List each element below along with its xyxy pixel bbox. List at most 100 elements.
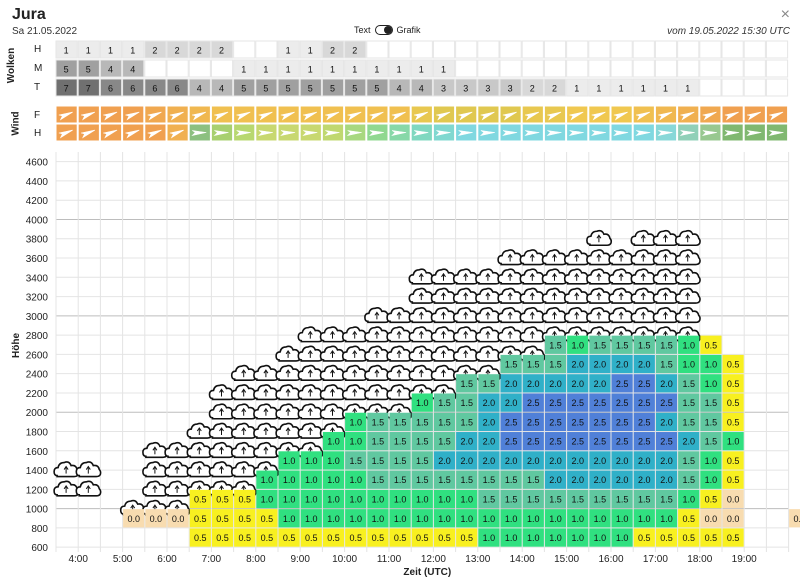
cloud-icon: [297, 422, 324, 439]
thermal-value: 1.0: [394, 514, 407, 524]
thermal-cell: [589, 470, 611, 489]
cloud-cell: [299, 59, 322, 78]
thermal-value: 1.5: [571, 494, 584, 504]
thermal-cell: [722, 432, 744, 451]
cloud-icon: [319, 326, 346, 343]
thermal-cell: [522, 489, 544, 509]
thermal-value: 1.0: [283, 475, 296, 485]
cloud-value: 1: [397, 65, 402, 75]
cloud-icon: [253, 364, 280, 381]
cloud-cell: [122, 59, 145, 78]
thermal-cell: [589, 528, 611, 547]
thermal-value: 1.0: [705, 475, 718, 485]
thermal-value: 2.0: [483, 417, 496, 427]
wind-arrow-icon: [569, 111, 584, 121]
wind-arrow-icon: [480, 111, 495, 121]
close-icon[interactable]: ×: [780, 6, 790, 23]
thermal-cell: [500, 470, 522, 489]
wind-arrow-icon: [213, 130, 229, 137]
cloud-icon: [186, 422, 213, 439]
x-tick-label: 16:00: [598, 554, 623, 565]
thermal-value: 2.5: [660, 398, 673, 408]
y-tick-label: 1400: [26, 466, 49, 477]
cloud-cell: [55, 78, 78, 97]
thermal-value: 2.5: [571, 437, 584, 447]
thermal-value: 1.5: [416, 417, 429, 427]
thermal-value: 1.5: [349, 456, 362, 466]
x-tick-label: 5:00: [113, 554, 133, 565]
cloud-icon: [408, 364, 435, 381]
thermal-cell: [700, 509, 722, 528]
thermal-cell: [722, 451, 744, 470]
cloud-value: 1: [286, 65, 291, 75]
cloud-cell: [566, 78, 589, 97]
thermal-cell: [278, 509, 300, 528]
thermal-cell: [611, 412, 633, 432]
cloud-cell: [255, 59, 278, 78]
thermal-cell: [256, 470, 278, 489]
thermal-cell: [189, 489, 211, 509]
wind-arrow-icon: [635, 111, 651, 121]
thermal-cell: [522, 451, 544, 470]
cloud-value: 1: [641, 84, 646, 94]
thermal-cell: [522, 393, 544, 412]
wind-arrow-icon: [568, 130, 584, 137]
cloud-cell: [321, 78, 345, 97]
wind-arrow-icon: [257, 130, 273, 137]
thermal-value: 1.0: [549, 533, 562, 543]
wind-arrow-icon: [479, 130, 495, 137]
y-tick-label: 1000: [26, 505, 49, 516]
thermal-cell: [633, 489, 655, 509]
thermal-cell: [633, 374, 655, 393]
x-tick-label: 6:00: [157, 554, 177, 565]
thermal-cell: [655, 470, 678, 489]
cloud-value: 4: [130, 65, 135, 75]
cloud-icon: [586, 306, 613, 324]
thermal-cell: [345, 432, 367, 451]
cloud-value: 1: [596, 84, 601, 94]
y-tick-label: 3400: [26, 273, 49, 284]
thermal-value: 1.5: [594, 494, 607, 504]
x-tick-label: 19:00: [732, 554, 757, 565]
cloud-icon: [475, 345, 502, 362]
cloud-cell: [721, 59, 744, 78]
thermal-cell: [433, 412, 456, 432]
cloud-value: 5: [86, 65, 91, 75]
wind-arrow-icon: [80, 111, 96, 121]
thermal-cell: [722, 412, 744, 432]
cloud-cell: [543, 59, 567, 78]
thermal-cell: [456, 489, 478, 509]
thermal-value: 1.0: [483, 514, 496, 524]
thermal-cell: [345, 509, 367, 528]
cloud-value: 3: [508, 84, 513, 94]
thermal-cell: [278, 451, 300, 470]
cloud-value: 1: [619, 84, 624, 94]
wind-arrow-icon: [346, 130, 362, 137]
cloud-value: 2: [197, 46, 202, 56]
wind-arrow-icon: [280, 130, 296, 137]
thermal-value: 1.0: [416, 398, 429, 408]
cloud-icon: [652, 249, 679, 266]
thermal-cell: [256, 528, 278, 547]
cloud-icon: [408, 326, 435, 343]
cloud-icon: [208, 403, 235, 420]
thermal-value: 1.0: [349, 437, 362, 447]
cloud-cell: [677, 40, 700, 59]
cloud-icon: [608, 249, 635, 266]
cloud-icon: [75, 480, 102, 497]
cloud-value: 1: [419, 65, 424, 75]
x-tick-label: 17:00: [643, 554, 668, 565]
cloud-cell: [77, 78, 100, 97]
thermal-value: 1.5: [416, 437, 429, 447]
x-tick-label: 4:00: [68, 554, 88, 565]
thermal-value: 2.0: [660, 475, 673, 485]
cloud-cell: [588, 40, 611, 59]
cloud-icon: [208, 384, 235, 401]
view-toggle[interactable]: Text Grafik: [354, 25, 421, 35]
toggle-switch[interactable]: [374, 25, 393, 35]
y-tick-label: 600: [31, 543, 48, 554]
thermal-value: 0.5: [238, 514, 251, 524]
thermal-value: 1.5: [372, 437, 385, 447]
thermal-cell: [167, 509, 189, 528]
thermal-value: 1.5: [549, 494, 562, 504]
